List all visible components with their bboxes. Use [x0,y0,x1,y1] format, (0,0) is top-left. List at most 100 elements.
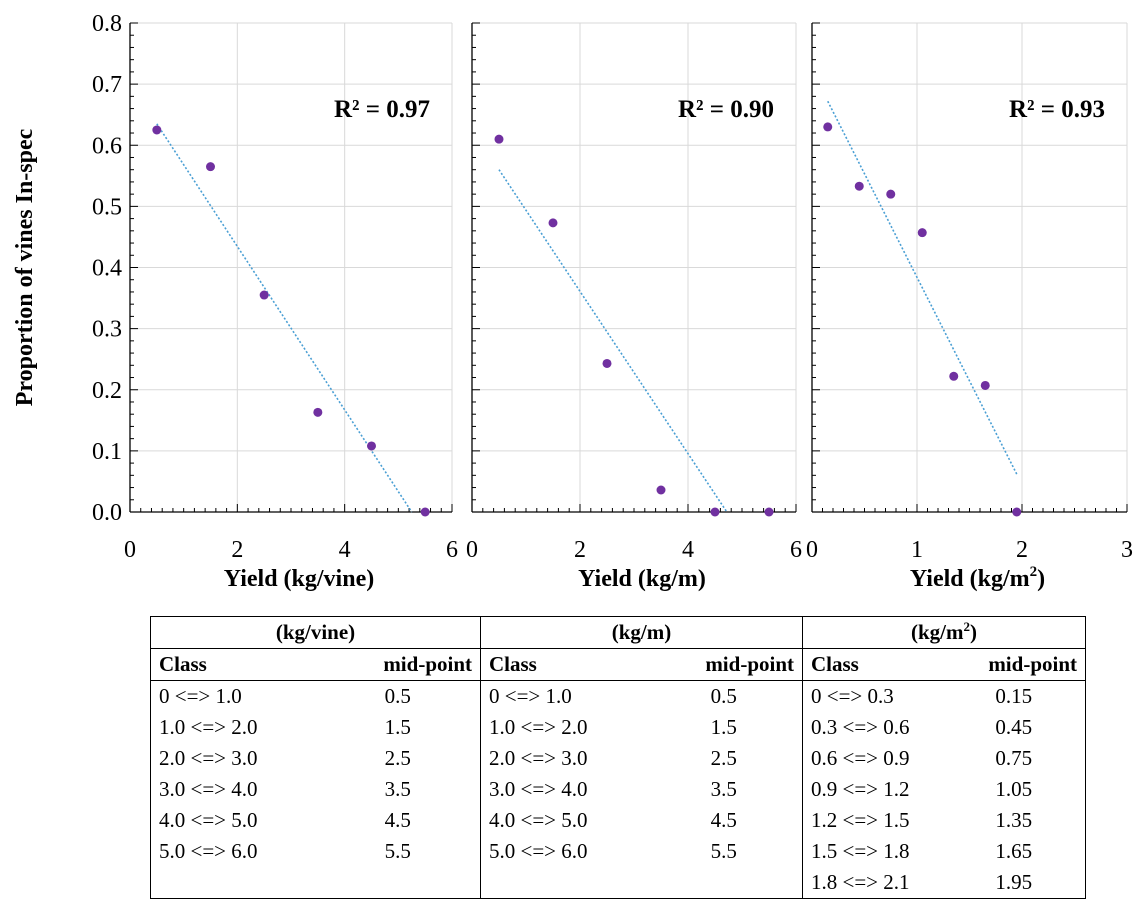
mid-point-header: mid-point [645,648,803,681]
mid-point-cell: 5.5 [384,839,411,863]
data-point [259,290,269,300]
y-tick-label: 0.6 [92,133,122,159]
trendline [156,123,413,513]
mid-point-cell: 4.5 [384,808,411,832]
y-tick-label: 0.8 [92,11,122,37]
table-sub-header-row: Class mid-point Class mid-point Class mi… [150,648,1086,681]
mid-point-cell: 0.15 [942,680,1086,712]
class-range-cell: 0 <=> 1.0 [480,680,646,712]
mid-point-cell [645,867,803,899]
table-row: 5.0 <=> 6.0 5.5 5.0 <=> 6.0 5.5 1.5 <=> 1.8 1… [150,836,1086,867]
y-tick-label: 0.1 [92,439,122,465]
mid-point-cell: 0.75 [942,743,1086,774]
class-header: Class [480,648,646,681]
mid-point-header: mid-point [315,648,481,681]
class-range-cell: 1.2 <=> 1.5 [802,805,943,836]
class-range-cell: 2.0 <=> 3.0 [150,743,316,774]
data-point [206,162,215,172]
class-range-cell: 1.0 <=> 2.0 [480,712,646,743]
class-range-cell: 1.8 <=> 2.1 [802,867,943,899]
x-tick-label: 2 [574,537,586,563]
mid-point-cell: 0.5 [710,684,737,708]
table-row: 2.0 <=> 3.0 2.5 2.0 <=> 3.0 2.5 0.6 <=> 0.9 0… [150,743,1086,774]
class-header: Class [150,648,316,681]
class-range-cell: 3.0 <=> 4.0 [150,774,316,805]
x-tick-label: 0 [806,537,818,563]
mid-point-cell: 4.5 [710,808,737,832]
mid-point-cell: 1.95 [942,867,1086,899]
table-row: 3.0 <=> 4.0 3.5 3.0 <=> 4.0 3.5 0.9 <=> 1.2 1… [150,774,1086,805]
mid-point-cell: 2.5 [384,746,411,770]
chart-panel-1: 0.0 0.1 0.2 0.3 0.4 0.5 0.6 0.7 0.8 0 2 4 6 Yield (kg… [92,11,458,592]
table-group-header-row: (kg/vine) (kg/m) (kg/m2) [150,616,1086,649]
mid-point-cell: 2.5 [710,746,737,770]
class-range-cell: 1.5 <=> 1.8 [802,836,943,867]
group-header-kg-m: (kg/m) [480,616,803,649]
table-row: 1.8 <=> 2.1 1.95 [150,867,1086,899]
class-range-cell: 3.0 <=> 4.0 [480,774,646,805]
y-tick-label: 0.2 [92,378,122,404]
data-point [917,228,927,238]
y-tick-label: 0.5 [92,194,122,220]
mid-point-cell: 0.5 [384,684,411,708]
y-tick-label: 0.0 [92,500,122,526]
mid-point-cell: 5.5 [710,839,737,863]
class-range-cell: 2.0 <=> 3.0 [480,743,646,774]
x-tick-label: 4 [339,537,351,563]
class-range-cell [150,867,316,899]
data-point [152,125,162,135]
x-axis-title: Yield (kg/vine) [224,566,374,592]
scatter-charts: Proportion of vines In-spec0.00.10.20.30… [12,11,1133,592]
class-range-cell: 0 <=> 1.0 [150,680,316,712]
y-tick-label: 0.4 [92,256,122,282]
group-header-kg-m2: (kg/m2) [802,616,1086,649]
x-tick-label: 0 [466,537,478,563]
class-range-cell: 5.0 <=> 6.0 [150,836,316,867]
data-point [367,441,376,451]
class-header: Class [802,648,943,681]
data-point [710,507,720,517]
data-point [949,371,959,381]
mid-point-cell: 1.65 [942,836,1086,867]
mid-point-cell: 1.35 [942,805,1086,836]
y-tick-label: 0.7 [92,72,122,98]
data-point [602,358,612,368]
class-range-cell: 0.6 <=> 0.9 [802,743,943,774]
class-range-cell: 0 <=> 0.3 [802,680,943,712]
mid-point-cell [315,867,481,899]
data-point [886,189,896,199]
trendline [827,100,1018,475]
data-point [420,507,430,517]
chart-panel-3: 0 1 2 3 Yield (kg/m2) R² = 0.93 [806,22,1133,592]
data-point [764,507,774,517]
mid-point-cell: 0.45 [942,712,1086,743]
r-squared-label: R² = 0.90 [678,96,774,123]
data-point [656,485,666,495]
class-range-cell: 4.0 <=> 5.0 [480,805,646,836]
x-tick-label: 6 [446,537,458,563]
mid-point-cell: 1.05 [942,774,1086,805]
data-point [854,181,864,191]
mid-point-cell: 3.5 [384,777,411,801]
data-point [548,218,558,228]
mid-point-cell: 3.5 [710,777,737,801]
x-tick-label: 2 [231,537,243,563]
x-tick-label: 4 [682,537,694,563]
table-row: 1.0 <=> 2.0 1.5 1.0 <=> 2.0 1.5 0.3 <=> 0.6 0… [150,712,1086,743]
x-axis-title: Yield (kg/m2) [910,564,1045,592]
x-tick-label: 3 [1121,537,1133,563]
class-range-cell: 0.9 <=> 1.2 [802,774,943,805]
x-tick-label: 1 [911,537,923,563]
x-tick-label: 2 [1016,537,1028,563]
mid-point-header: mid-point [942,648,1086,681]
data-point [1012,507,1022,517]
class-range-cell: 4.0 <=> 5.0 [150,805,316,836]
mid-point-cell: 1.5 [710,715,737,739]
r-squared-label: R² = 0.93 [1009,96,1105,123]
data-point [823,122,833,132]
data-point [980,380,990,390]
trendline [498,169,728,513]
table-row: 0 <=> 1.0 0.5 0 <=> 1.0 0.5 0 <=> 0.3 0.15 [150,680,1086,712]
class-range-cell: 1.0 <=> 2.0 [150,712,316,743]
r-squared-label: R² = 0.97 [334,96,430,123]
